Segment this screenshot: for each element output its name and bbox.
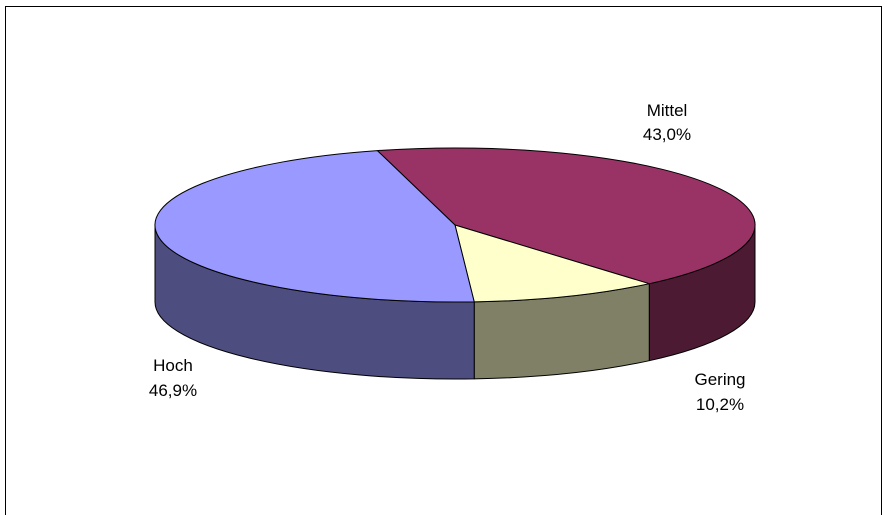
slice-value-label-hoch: 46,9% xyxy=(149,381,197,400)
slice-label-mittel: Mittel xyxy=(647,101,688,120)
pie-slice-gering xyxy=(454,224,650,303)
pie-slice-mittel xyxy=(376,147,756,285)
pie-slice-hoch xyxy=(154,150,475,303)
pie-tops xyxy=(154,147,756,303)
slice-value-label-gering: 10,2% xyxy=(696,395,744,414)
slice-value-label-mittel: 43,0% xyxy=(643,125,691,144)
slice-label-gering: Gering xyxy=(694,370,745,389)
slice-label-hoch: Hoch xyxy=(153,356,193,375)
pie-labels: Mittel 43,0% Gering 10,2% Hoch 46,9% xyxy=(149,101,746,414)
